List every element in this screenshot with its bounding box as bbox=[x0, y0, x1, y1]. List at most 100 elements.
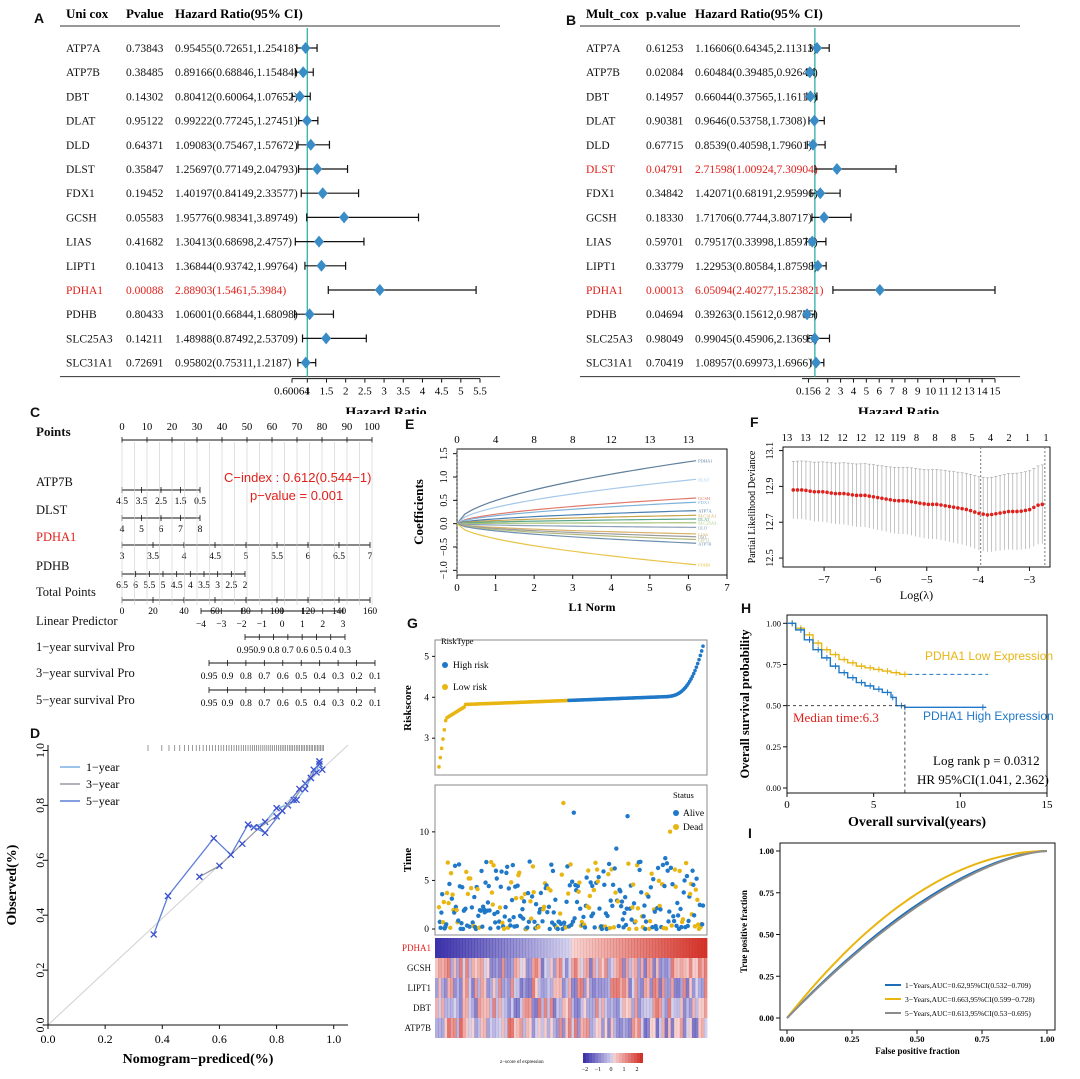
time-point bbox=[685, 923, 690, 929]
heatmap-cell bbox=[474, 998, 478, 1018]
nomogram-tick-label: 3.5 bbox=[147, 552, 159, 562]
heatmap-scale-tick: 0 bbox=[610, 1067, 613, 1073]
heatmap-cell bbox=[625, 1018, 629, 1038]
heatmap-cell bbox=[459, 958, 463, 978]
heatmap-cell bbox=[447, 1018, 451, 1038]
y-tick-label: −0.5 bbox=[439, 538, 450, 556]
pvalue-label: 0.14211 bbox=[126, 333, 163, 345]
gene-label: SLC31A1 bbox=[66, 358, 113, 370]
time-point bbox=[586, 868, 591, 873]
deviance-point bbox=[972, 510, 977, 514]
calibration-point bbox=[261, 829, 269, 837]
heatmap-gene-label: ATP7B bbox=[404, 1023, 431, 1033]
hr-label: 0.39263(0.15612,0.98745) bbox=[695, 309, 818, 321]
x-tick-label: 0.156 bbox=[796, 386, 821, 398]
top-tick-label: 1 bbox=[1025, 433, 1030, 444]
top-tick-label: 13 bbox=[644, 434, 656, 446]
coefficient-end-label: ATP7A bbox=[698, 509, 712, 514]
heatmap-cell bbox=[622, 998, 626, 1018]
heatmap-cell bbox=[673, 958, 678, 978]
heatmap-cell bbox=[631, 998, 635, 1018]
x-tick-label: 4 bbox=[420, 386, 426, 398]
time-point bbox=[532, 919, 537, 925]
time-point bbox=[467, 924, 472, 929]
heatmap-cell bbox=[604, 1018, 608, 1038]
heatmap-cell bbox=[552, 938, 557, 958]
heatmap-cell bbox=[592, 958, 596, 978]
heatmap-cell bbox=[546, 978, 551, 998]
heatmap-cell bbox=[676, 958, 681, 978]
heatmap-cell bbox=[598, 938, 602, 958]
heatmap-cell bbox=[486, 998, 490, 1018]
calibration-point bbox=[307, 774, 315, 782]
heatmap-cell bbox=[531, 938, 536, 958]
heatmap-cell bbox=[697, 938, 702, 958]
deviance-point bbox=[863, 493, 867, 498]
heatmap-cell bbox=[555, 1018, 560, 1038]
heatmap-cell bbox=[537, 1018, 542, 1038]
time-point bbox=[683, 860, 689, 866]
time-point bbox=[439, 910, 444, 915]
time-point bbox=[541, 904, 547, 910]
time-point bbox=[456, 862, 462, 867]
heatmap-cell bbox=[574, 978, 578, 998]
time-point bbox=[578, 906, 583, 911]
time-point bbox=[447, 881, 452, 887]
time-point bbox=[641, 914, 646, 919]
heatmap-gene-label: LIPT1 bbox=[408, 983, 432, 993]
nomogram-tick-label: −1 bbox=[257, 620, 267, 630]
time-point bbox=[529, 916, 534, 921]
time-point bbox=[533, 901, 539, 907]
x-tick-label: 5 bbox=[864, 386, 870, 398]
time-point bbox=[575, 883, 581, 889]
heatmap-cell bbox=[592, 1018, 596, 1038]
time-point bbox=[677, 868, 682, 874]
heatmap-scale-tick: 1 bbox=[623, 1067, 626, 1073]
y-tick-label: 0.00 bbox=[759, 1013, 774, 1023]
heatmap-cell bbox=[483, 938, 487, 958]
heatmap-cell bbox=[634, 938, 638, 958]
risk-plot-g: RiskType High risk Low risk 3 4 5 Riskscore Sta… bbox=[402, 636, 708, 1073]
time-point bbox=[657, 903, 662, 909]
heatmap-cell bbox=[558, 1018, 563, 1038]
hr-label: 1.42071(0.68191,2.95996) bbox=[695, 188, 818, 200]
heatmap-cell bbox=[622, 978, 626, 998]
heatmap-cell bbox=[546, 998, 551, 1018]
deviance-point bbox=[837, 491, 842, 496]
time-point bbox=[440, 892, 445, 897]
time-point bbox=[673, 884, 678, 889]
heatmap-scale-cell bbox=[631, 1053, 634, 1063]
heatmap-scale-cell bbox=[640, 1053, 643, 1063]
nomogram-tick-label: 0.8 bbox=[268, 646, 280, 656]
heatmap-cell bbox=[628, 978, 632, 998]
plot-frame bbox=[456, 448, 728, 576]
time-point bbox=[548, 888, 553, 893]
pvalue-label: 0.10413 bbox=[126, 261, 164, 273]
heatmap-cell bbox=[537, 998, 542, 1018]
deviance-point bbox=[951, 505, 956, 510]
heatmap-gene-label: PDHA1 bbox=[402, 943, 431, 953]
heatmap-cell bbox=[552, 978, 557, 998]
deviance-point bbox=[1040, 502, 1045, 507]
time-point bbox=[525, 890, 531, 896]
heatmap-cell bbox=[540, 938, 545, 958]
coefficient-end-label: LIPT1 bbox=[698, 538, 710, 543]
gene-label: PDHA1 bbox=[66, 285, 103, 297]
heatmap-cell bbox=[561, 1018, 566, 1038]
heatmap-scale-cell bbox=[604, 1053, 607, 1063]
heatmap-cell bbox=[637, 938, 641, 958]
nomogram-tick-label: 0.7 bbox=[258, 672, 270, 682]
time-point bbox=[681, 890, 686, 895]
heatmap-cell bbox=[507, 958, 511, 978]
heatmap-cell bbox=[673, 998, 678, 1018]
heatmap-cell bbox=[510, 1018, 514, 1038]
heatmap-cell bbox=[601, 998, 605, 1018]
x-tick-label: 0.2 bbox=[98, 1032, 113, 1046]
hr-label: 0.99222(0.77245,1.27451) bbox=[175, 116, 298, 128]
heatmap-cell bbox=[465, 978, 469, 998]
heatmap-scale-cell bbox=[589, 1053, 592, 1063]
riskscore-point bbox=[695, 661, 700, 666]
heatmap-cell bbox=[531, 978, 536, 998]
riskscore-point bbox=[442, 728, 447, 732]
heatmap-cell bbox=[552, 958, 557, 978]
